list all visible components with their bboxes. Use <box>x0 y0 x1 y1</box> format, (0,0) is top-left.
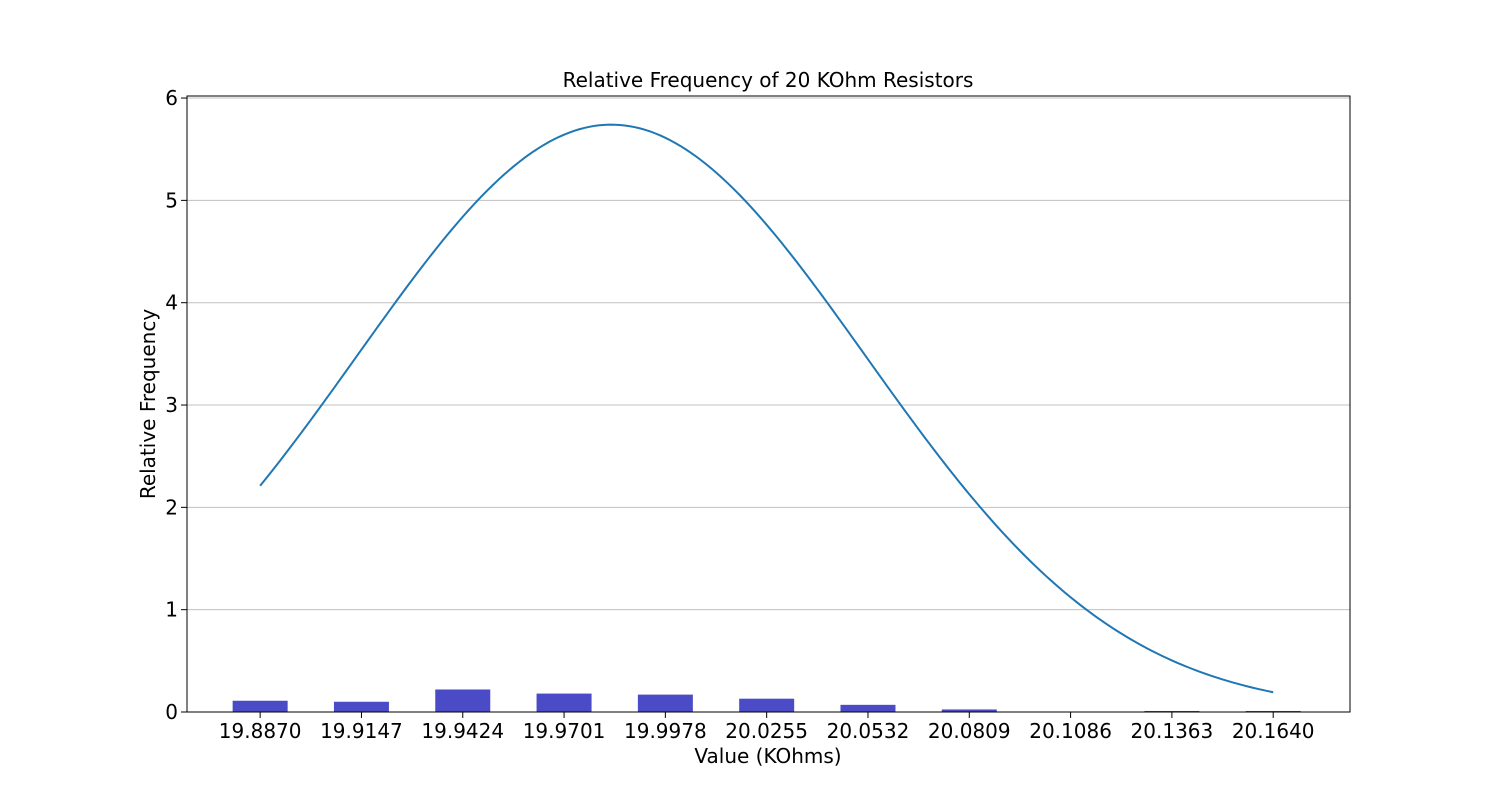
x-tick-label: 19.9978 <box>624 719 707 743</box>
y-tick-label: 2 <box>165 495 178 519</box>
y-tick-label: 1 <box>165 598 178 622</box>
y-tick-label: 3 <box>165 393 178 417</box>
y-tick-label: 5 <box>165 188 178 212</box>
x-tick-label: 19.8870 <box>219 719 302 743</box>
x-tick-label: 20.1086 <box>1029 719 1112 743</box>
bar <box>334 702 389 712</box>
y-tick-label: 0 <box>165 700 178 724</box>
bar-series <box>233 689 1301 712</box>
x-tick-label: 20.1640 <box>1232 719 1315 743</box>
bar <box>638 695 693 712</box>
x-tick-label: 20.0255 <box>725 719 808 743</box>
bar <box>233 701 288 712</box>
plot-area-frame <box>187 96 1350 712</box>
chart-title: Relative Frequency of 20 KOhm Resistors <box>563 68 974 92</box>
bar <box>537 694 592 712</box>
y-tick-label: 6 <box>165 86 178 110</box>
bar <box>840 705 895 712</box>
y-axis: 0 1 2 3 4 5 6 <box>165 86 187 724</box>
bar <box>435 689 490 712</box>
x-axis: 19.8870 19.9147 19.9424 19.9701 19.9978 20.02… <box>219 712 1315 743</box>
x-axis-title: Value (KOhms) <box>694 744 841 768</box>
x-tick-label: 19.9147 <box>320 719 403 743</box>
grid-lines <box>187 98 1350 610</box>
y-tick-label: 4 <box>165 291 178 315</box>
y-axis-title: Relative Frequency <box>136 309 160 499</box>
fitted-curve <box>260 125 1273 693</box>
x-tick-label: 20.1363 <box>1131 719 1214 743</box>
line-series <box>260 125 1273 693</box>
x-tick-label: 19.9701 <box>523 719 606 743</box>
x-tick-label: 19.9424 <box>421 719 504 743</box>
x-tick-label: 20.0809 <box>928 719 1011 743</box>
bar <box>739 699 794 712</box>
x-tick-label: 20.0532 <box>827 719 910 743</box>
